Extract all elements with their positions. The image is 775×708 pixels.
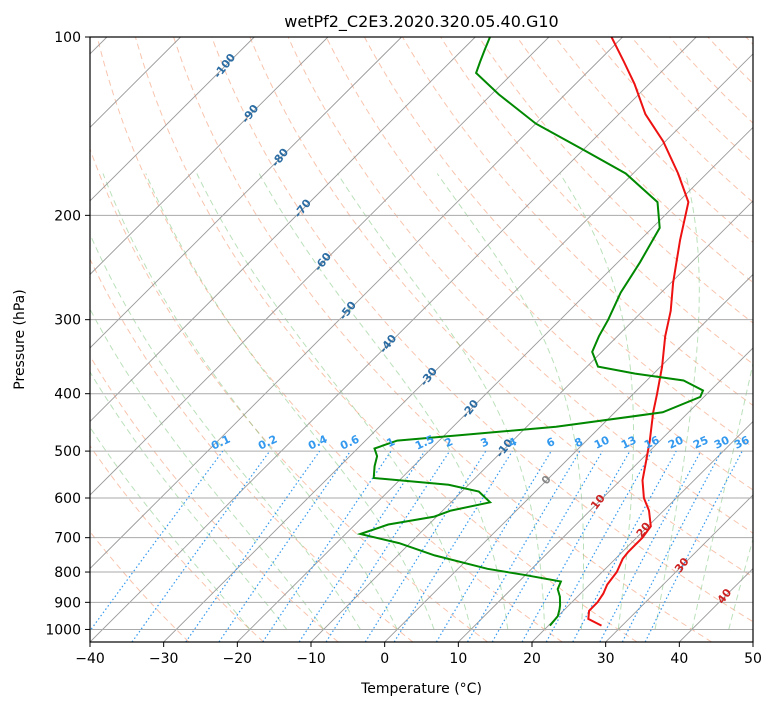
series-layer	[356, 37, 705, 627]
x-tick-label: 20	[523, 651, 541, 667]
dewpoint-profile-line	[356, 37, 705, 627]
dry-adiabat-line	[249, 37, 753, 578]
x-tick-label: −30	[149, 651, 179, 667]
isotherm-line	[310, 200, 753, 642]
isotherm-line	[90, 37, 329, 276]
y-axis-label: Pressure (hPa)	[12, 289, 28, 389]
moist-adiabat-line	[196, 173, 472, 630]
moist-adiabat-line	[559, 173, 634, 630]
axis-ticks: −40 −30 −20 −10 0 10 20 30 40 50 100 200 300 400 500 60…	[45, 30, 762, 667]
y-tick-label: 900	[54, 595, 81, 611]
isotherm-line	[237, 126, 753, 642]
y-tick-label: 700	[54, 531, 81, 547]
plot-frame	[89, 36, 754, 643]
x-tick-label: −10	[296, 651, 326, 667]
y-tick-label: 200	[54, 208, 81, 224]
dry-adiabat-line	[134, 37, 638, 642]
x-tick-label: 30	[597, 651, 615, 667]
isotherm-line	[90, 37, 550, 496]
temperature-profile-line	[587, 37, 690, 627]
isotherm-line	[531, 420, 753, 642]
y-tick-label: 400	[54, 387, 81, 403]
dry-adiabat-line	[402, 37, 753, 406]
mixing-ratio-line	[545, 450, 653, 642]
x-tick-label: 40	[670, 651, 688, 667]
dry-adiabat-line	[90, 258, 414, 642]
isotherm-line	[90, 37, 402, 349]
mixing-ratio-label: 36	[732, 433, 752, 451]
isotherm-line	[163, 53, 753, 642]
mixing-ratio-label: 13	[619, 433, 638, 451]
isotherm-line	[605, 494, 753, 642]
y-tick-label: 500	[54, 444, 81, 460]
chart-title: wetPf2_C2E3.2020.320.05.40.G10	[284, 12, 558, 32]
moist-adiabat-line	[145, 173, 435, 630]
dry-adiabat-line	[325, 37, 753, 491]
dry-adiabat-line	[173, 37, 712, 642]
dry-adiabat-line	[516, 37, 753, 284]
x-axis-label: Temperature (°C)	[360, 681, 482, 697]
x-tick-label: −40	[75, 651, 105, 667]
mixing-ratio-line	[325, 450, 451, 642]
mixing-ratio-line	[185, 450, 321, 642]
mixing-ratio-line	[572, 450, 677, 642]
y-tick-label: 100	[54, 30, 81, 46]
mixing-ratio-label: 20	[666, 433, 686, 451]
isotherm-line	[90, 37, 697, 642]
moist-adiabat-line	[337, 173, 546, 630]
moist-adiabat-line	[90, 232, 361, 630]
isotherm-line	[90, 37, 255, 202]
dry-adiabat-line	[287, 37, 753, 534]
background-lines	[90, 37, 753, 642]
dry-adiabat-line	[631, 37, 753, 164]
dry-adiabat-line	[90, 444, 264, 642]
dry-adiabat-line	[211, 37, 753, 623]
moist-adiabat-line	[654, 173, 700, 630]
x-tick-label: 10	[449, 651, 467, 667]
mixing-ratio-line	[298, 450, 426, 642]
y-tick-label: 1000	[45, 622, 81, 638]
mixing-ratio-line	[644, 450, 743, 642]
mixing-ratio-label: 30	[712, 433, 732, 451]
mixing-ratio-label: 25	[691, 433, 710, 451]
mixing-ratio-label: 16	[642, 433, 662, 451]
mixing-ratio-line	[393, 450, 513, 642]
isotherm-line	[458, 347, 753, 642]
dry-adiabat-line	[478, 37, 753, 324]
isotherm-line	[90, 37, 476, 423]
mixing-ratio-line	[262, 450, 392, 642]
isotherm-line	[90, 37, 623, 570]
mixing-ratio-line	[90, 450, 224, 632]
x-tick-label: −20	[223, 651, 253, 667]
y-tick-label: 800	[54, 565, 81, 581]
isotherm-line	[384, 273, 753, 642]
moist-adiabat-line	[102, 173, 398, 630]
y-tick-label: 300	[54, 313, 81, 329]
dry-adiabat-line	[96, 37, 563, 642]
mixing-ratio-line	[364, 450, 487, 642]
mixing-ratio-line	[521, 450, 631, 642]
mixing-ratio-line	[218, 450, 351, 642]
mixing-ratio-label: 10	[592, 433, 612, 451]
moist-adiabat-line	[691, 361, 753, 630]
moist-adiabat-line	[258, 173, 509, 630]
dry-adiabat-line	[592, 37, 753, 203]
x-tick-label: 50	[744, 651, 762, 667]
x-tick-label: 0	[380, 651, 389, 667]
mixing-ratio-line	[131, 450, 271, 642]
y-tick-label: 600	[54, 491, 81, 507]
